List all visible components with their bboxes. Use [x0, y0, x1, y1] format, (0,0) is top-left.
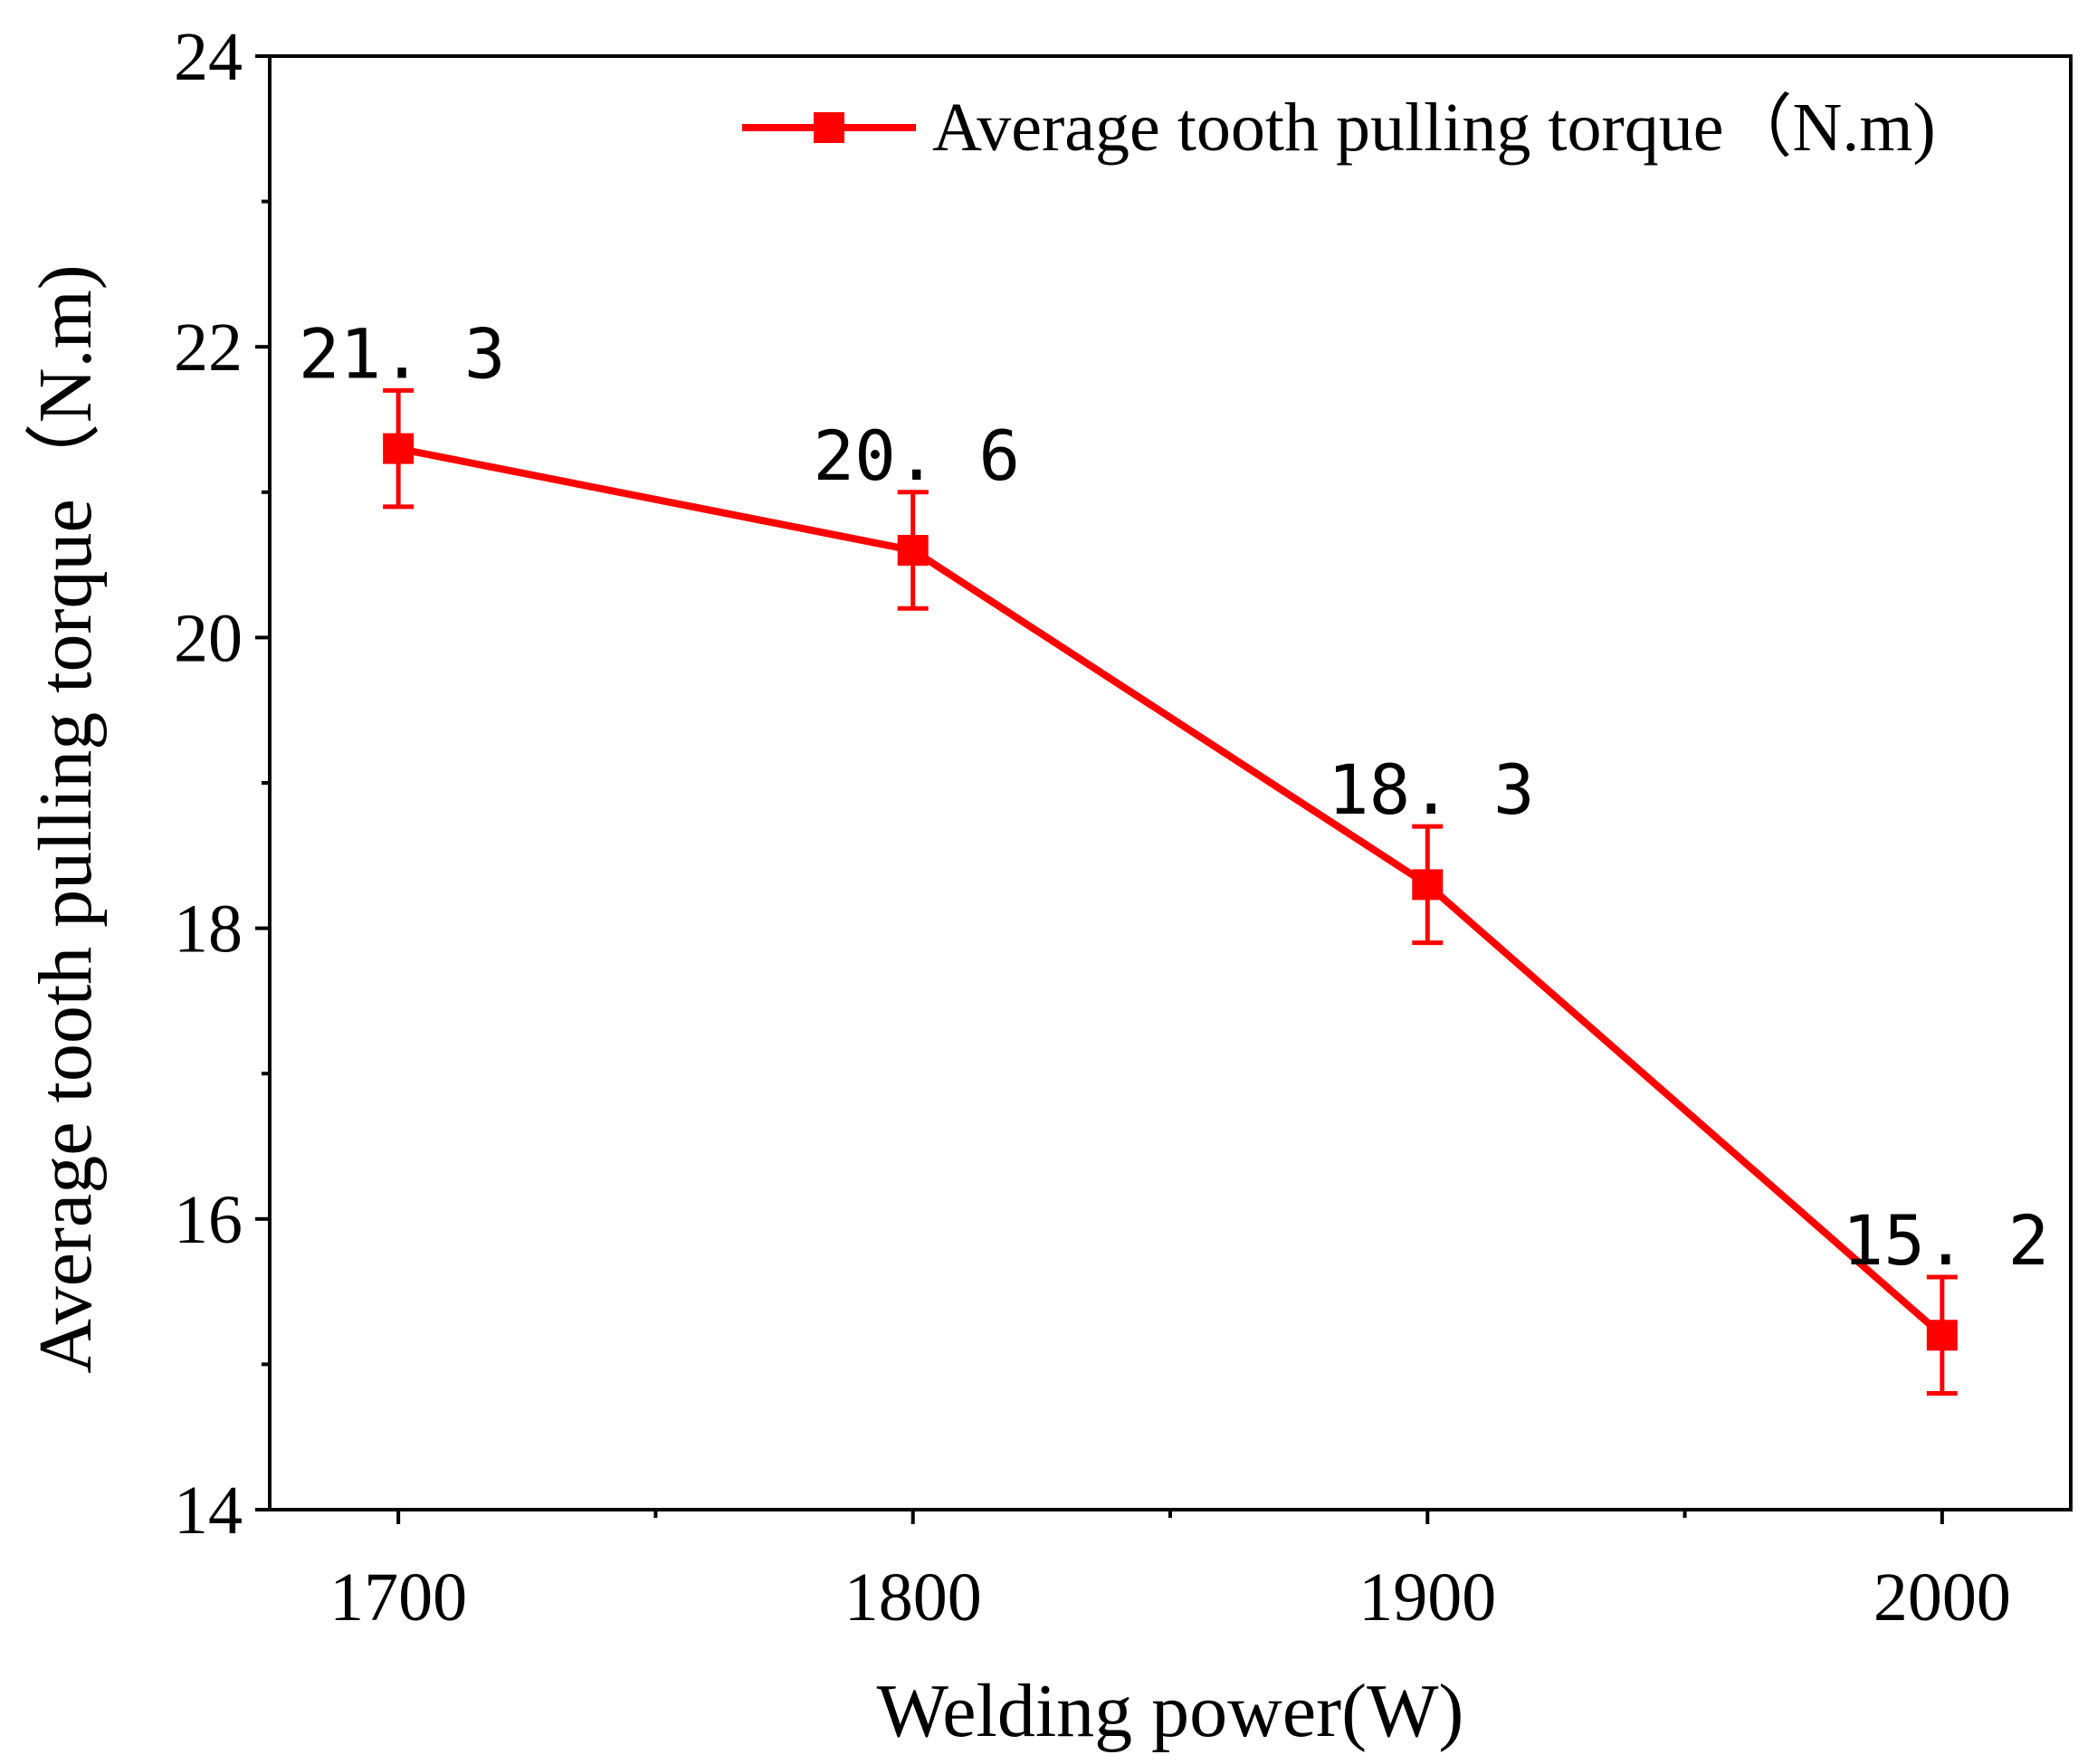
data-label: 18. 3	[1328, 749, 1535, 830]
y-tick-label: 24	[174, 19, 243, 95]
x-axis-ticks: 1700 1800 1900 2000	[329, 1510, 2011, 1635]
x-tick-label: 1800	[844, 1559, 982, 1635]
x-tick-label: 1700	[329, 1559, 467, 1635]
data-point	[897, 535, 929, 567]
data-label: 21. 3	[299, 313, 506, 394]
y-tick-label: 22	[174, 310, 243, 386]
y-axis-title: Average tooth pulling torque（N.m)	[24, 264, 108, 1374]
data-label: 20. 6	[813, 415, 1020, 496]
plot-frame	[268, 54, 2073, 1511]
series-layer: 21. 3 20. 6 18. 3 15. 2	[299, 313, 2049, 1397]
legend-marker	[814, 112, 844, 143]
data-label: 15. 2	[1842, 1200, 2049, 1281]
y-tick-label: 14	[174, 1473, 243, 1549]
y-axis-ticks: 14 16 18 20 22 24	[174, 19, 270, 1549]
data-point	[1412, 869, 1444, 901]
legend: Average tooth pulling torque（N.m)	[742, 90, 1936, 166]
data-point	[1926, 1320, 1958, 1351]
y-tick-label: 20	[174, 600, 243, 676]
x-axis-title: Welding power(W)	[877, 1669, 1464, 1753]
y-tick-label: 16	[174, 1182, 243, 1258]
legend-label: Average tooth pulling torque（N.m)	[932, 90, 1936, 166]
y-tick-label: 18	[174, 892, 243, 968]
data-point	[383, 433, 415, 464]
x-tick-label: 2000	[1873, 1559, 2011, 1635]
series-line	[397, 444, 1945, 1339]
x-tick-label: 1900	[1358, 1559, 1496, 1635]
